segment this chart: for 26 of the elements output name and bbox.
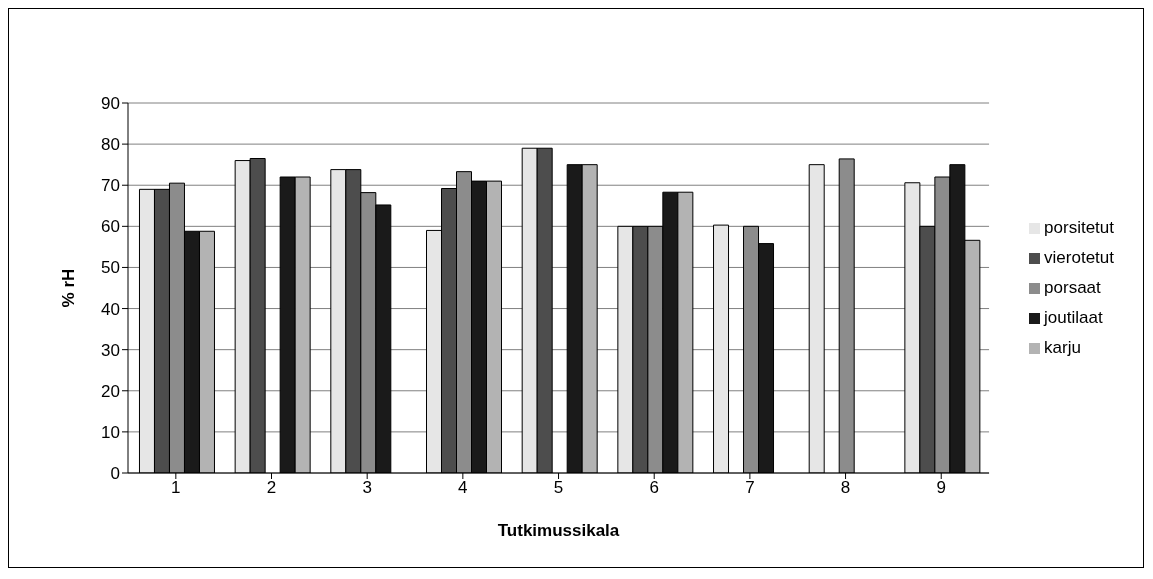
x-tick-label: 5 (553, 478, 564, 498)
legend-label: karju (1044, 338, 1081, 357)
legend-label: porsaat (1044, 278, 1101, 297)
x-tick-label: 6 (649, 478, 659, 498)
legend-label: vierotetut (1044, 248, 1114, 267)
legend-label: joutilaat (1044, 308, 1103, 327)
x-tick-label: 3 (362, 478, 372, 498)
legend-label: porsitetut (1044, 218, 1114, 237)
y-tick-label: 70 (101, 176, 120, 196)
y-axis-title: % rH (59, 268, 79, 308)
y-tick-label: 20 (101, 381, 120, 401)
x-tick-label: 4 (458, 478, 468, 498)
x-tick-label: 2 (266, 478, 277, 498)
y-tick-label: 30 (101, 340, 120, 360)
x-tick-label: 8 (840, 478, 851, 498)
y-tick-label: 10 (101, 422, 120, 442)
y-tick-label: 90 (101, 94, 120, 114)
x-tick-label: 9 (936, 478, 946, 498)
x-tick-label: 1 (171, 478, 181, 498)
x-axis-title: Tutkimussikala (497, 521, 620, 540)
y-tick-label: 60 (101, 217, 120, 237)
x-tick-label: 7 (745, 478, 755, 498)
y-tick-label: 80 (101, 135, 120, 155)
y-tick-label: 0 (110, 464, 120, 484)
y-tick-label: 50 (101, 258, 120, 278)
y-tick-label: 40 (101, 299, 120, 319)
